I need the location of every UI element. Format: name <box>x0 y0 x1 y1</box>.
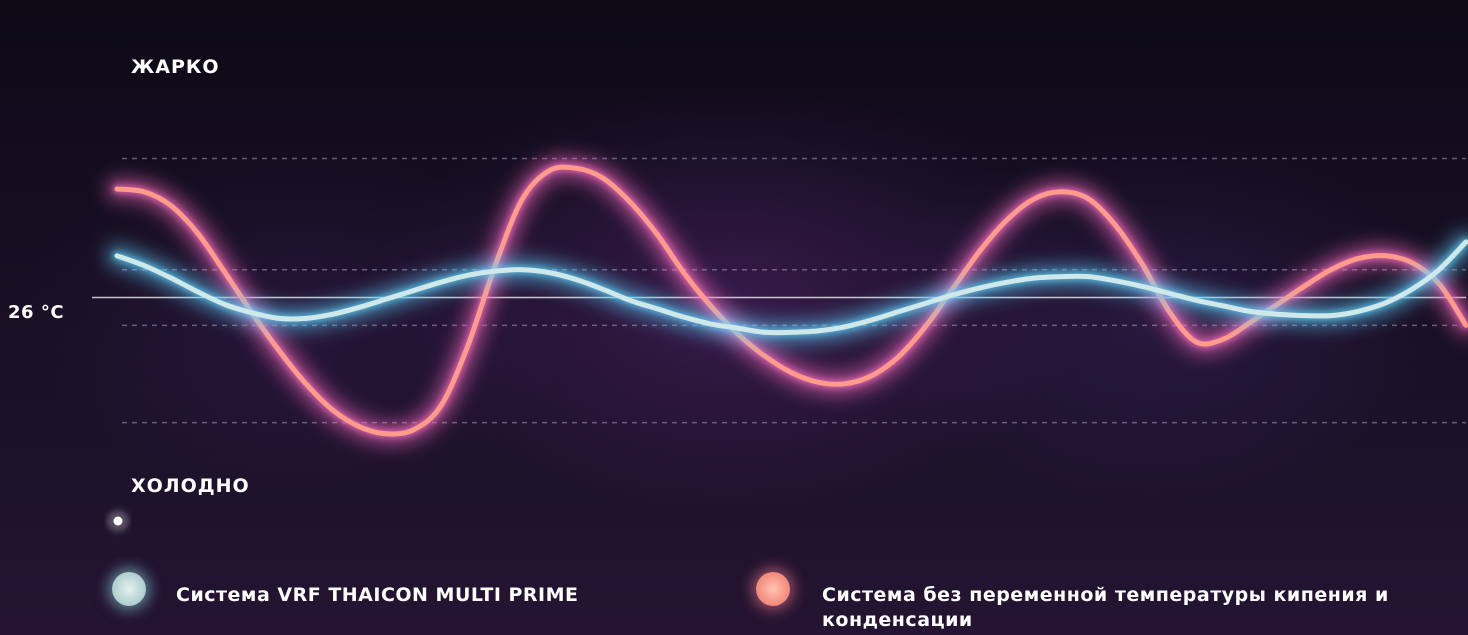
hot-axis-label: ЖАРКО <box>131 56 220 78</box>
legend-label-vrf: Система VRF THAICON MULTI PRIME <box>176 584 579 606</box>
series-line-fixed <box>114 164 1468 437</box>
series-line-vrf <box>114 239 1468 336</box>
reference-temperature-label: 26 °C <box>8 302 65 323</box>
cold-axis-label: ХОЛОДНО <box>131 475 250 497</box>
legend-swatch-fixed <box>756 572 790 606</box>
legend-item-vrf: Система VRF THAICON MULTI PRIME <box>112 572 736 608</box>
legend-swatch-vrf <box>112 572 146 606</box>
axis-origin-dot <box>113 516 123 526</box>
legend-item-fixed: Система без переменной температуры кипен… <box>756 572 1442 633</box>
legend-label-fixed: Система без переменной температуры кипен… <box>822 584 1389 631</box>
